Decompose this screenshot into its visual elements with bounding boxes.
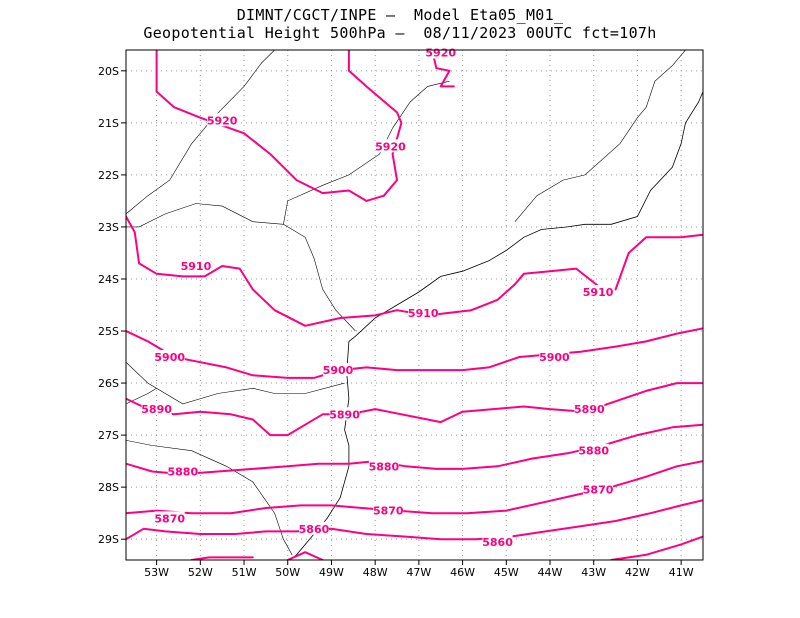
contour-label: 5860 [482,536,513,549]
lat-tick-label: 21S [98,117,119,130]
contour-label: 5860 [299,523,330,536]
contour-label: 5900 [323,364,354,377]
contour-label: 5900 [154,351,185,364]
contour-label: 5900 [539,351,570,364]
lon-tick-label: 41W [669,566,694,579]
lat-tick-label: 24S [98,273,119,286]
lon-tick-label: 49W [319,566,344,579]
state-border [392,80,450,129]
contour-label-bg [482,534,513,548]
contour-line-5910 [614,233,703,291]
contour-label: 5890 [141,403,172,416]
coastline-north [348,91,703,342]
state-border [126,388,157,405]
axis-ticks: 53W 52W 51W 50W 49W 48W 47W 46W 45W 44W 43W 42W 41W 2… [98,65,694,579]
contour-line-5880 [126,423,703,476]
contour-line-5920 [431,50,455,88]
contour-line-5850 [610,535,703,560]
contour-label: 5910 [181,260,212,273]
lon-tick-label: 42W [625,566,650,579]
state-border [126,440,293,555]
contour-line-5850 [286,551,324,560]
contour-label: 5890 [574,403,605,416]
contour-label-bg [425,45,456,59]
contour-line-5920 [155,50,403,202]
contour-label-bg [368,459,399,473]
contour-labels: 5920 5920 5920 5910 5910 5910 5900 5900 5900 5890… [141,45,614,549]
contour-label: 5910 [408,307,439,320]
state-border [126,203,356,332]
coastline [126,50,703,560]
contour-line-5910 [126,215,604,327]
lat-tick-label: 28S [98,481,119,494]
lon-tick-label: 51W [232,566,257,579]
contour-label-bg [207,113,238,127]
contour-label-bg [323,363,354,377]
contour-label: 5920 [425,47,456,60]
contour-label: 5870 [373,505,404,518]
lat-tick-label: 27S [98,429,119,442]
plot-frame [125,49,704,561]
contour-label: 5880 [369,460,400,473]
contour-label-bg [583,284,614,298]
contour-label-bg [574,402,605,416]
lon-tick-label: 45W [494,566,519,579]
lat-tick-label: 23S [98,221,119,234]
lat-tick-label: 22S [98,169,119,182]
lon-tick-label: 52W [188,566,213,579]
contour-label: 5920 [375,140,406,153]
state-border [126,50,275,215]
lat-tick-label: 29S [98,533,119,546]
contour-label-bg [141,402,172,416]
lon-tick-label: 44W [538,566,563,579]
lon-tick-label: 48W [363,566,388,579]
contour-line-5860 [190,556,254,560]
chart-title-line1: DIMNT/CGCT/INPE – Model Eta05_M01_ [236,6,564,24]
contour-label: 5870 [154,512,185,525]
lon-tick-label: 53W [144,566,169,579]
lat-tick-label: 25S [98,325,119,338]
contour-label: 5920 [207,114,238,127]
contour-label-bg [298,521,329,535]
contour-label-bg [375,139,406,153]
grid [126,50,703,560]
contour-line-5890 [126,382,703,437]
contour-line-5900 [126,327,703,379]
lon-tick-label: 46W [450,566,475,579]
contour-label-bg [154,511,185,525]
coastline-south [289,341,350,560]
contour-line-5860 [126,499,703,541]
lon-tick-label: 43W [581,566,606,579]
contour-label: 5910 [583,286,614,299]
lon-tick-label: 47W [406,566,431,579]
contour-label-bg [329,407,360,421]
lat-tick-label: 26S [98,377,119,390]
contour-label-bg [408,305,439,319]
chart-title-line2: Geopotential Height 500hPa – 08/11/2023 … [143,24,657,42]
contour-label: 5870 [583,484,614,497]
lon-tick-label: 50W [275,566,300,579]
contour-label-bg [373,503,404,517]
contour-label-bg [154,350,185,364]
contour-line-5870 [126,460,703,515]
contour-label-bg [167,464,198,478]
lat-tick-label: 20S [98,65,119,78]
contour-label-bg [578,443,609,457]
contour-label: 5880 [578,445,609,458]
contour-label-bg [583,482,614,496]
state-border [126,361,345,405]
state-border [514,50,686,222]
contour-label-bg [180,258,211,272]
contour-label: 5880 [168,466,199,479]
contour-label: 5890 [329,408,360,421]
contour-label-bg [539,350,570,364]
